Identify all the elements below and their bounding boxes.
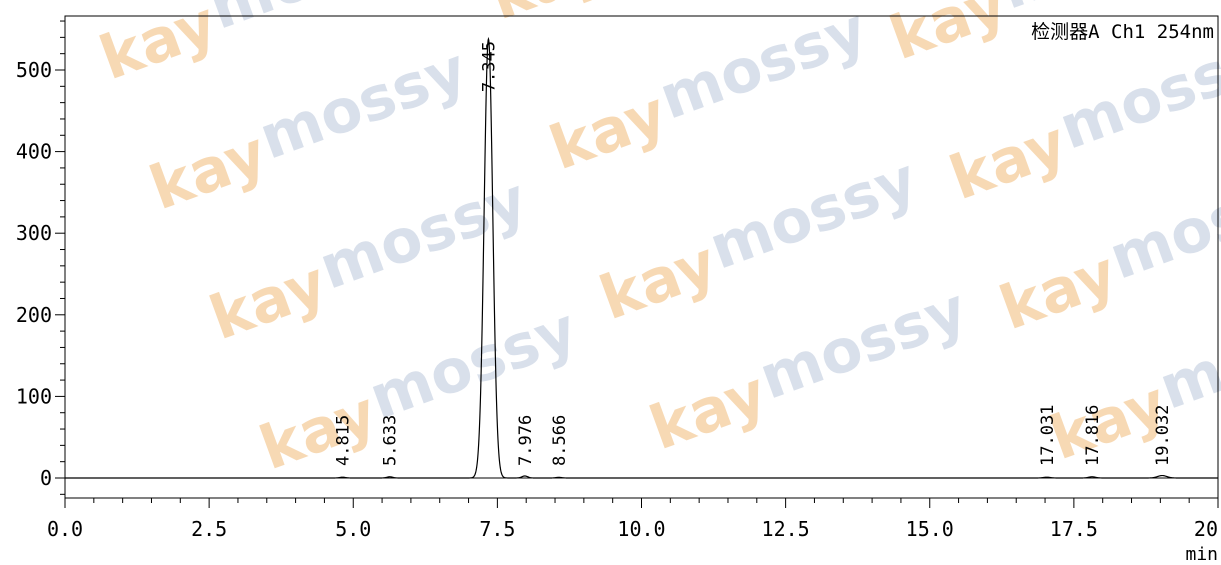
watermark-text-primary: kay [941,108,1076,214]
peak-label-layer: 4.815 5.633 7.345 7.976 8.566 17.031 17.816 19.… [334,41,1174,466]
watermark-text-secondary: mossy [201,0,426,44]
x-axis-unit-label: min [1185,544,1218,565]
watermark-text-secondary: mossy [1051,25,1221,164]
peak-label-17-816: 17.816 [1083,405,1103,466]
watermark-text-primary: kay [481,0,616,34]
y-tick-label: 100 [16,384,52,408]
watermark-text-primary: kay [991,238,1126,344]
watermark-text-primary: kay [141,118,276,224]
watermark-text-secondary: mossy [701,145,926,284]
watermark-text-primary: kay [881,0,1016,74]
detector-label: 检测器A Ch1 254nm [1031,21,1214,43]
x-axis: 0.0 2.5 5.0 7.5 10.0 12.5 15.0 17.5 20.0 [47,498,1221,541]
watermark-text-secondary: mossy [311,165,536,304]
chromatogram-trace [65,36,1218,479]
watermark-text-primary: kay [541,78,676,184]
x-tick-label: 20.0 [1194,517,1221,541]
peak-label-5-633: 5.633 [381,415,401,466]
peak-label-19-032: 19.032 [1153,405,1173,466]
x-tick-label: 2.5 [191,517,227,541]
y-tick-label: 200 [16,303,52,327]
watermark-text-secondary: mossy [1101,155,1221,294]
watermark-text-secondary: mossy [651,0,876,134]
watermark-text-primary: kay [641,358,776,464]
x-tick-label: 5.0 [335,517,371,541]
y-tick-label: 400 [16,140,52,164]
watermark-text-secondary: mossy [751,275,976,414]
x-tick-label: 12.5 [762,517,810,541]
y-tick-label: 500 [16,58,52,82]
peak-label-17-031: 17.031 [1038,405,1058,466]
trace-layer [65,36,1218,479]
watermark-text-primary: kay [251,378,386,484]
watermark-text-primary: kay [91,0,226,94]
watermark-text-secondary: mossy [251,35,476,174]
watermark-text-primary: kay [591,228,726,334]
peak-label-8-566: 8.566 [550,415,570,466]
peak-label-7-345: 7.345 [479,41,499,92]
watermark-text-primary: kay [201,248,336,354]
x-tick-label: 7.5 [479,517,515,541]
watermark-text-secondary: mossy [361,295,586,434]
x-tick-label: 10.0 [617,517,665,541]
peak-label-4-815: 4.815 [334,415,354,466]
x-tick-label: 15.0 [906,517,954,541]
y-axis: 0 100 200 300 400 500 [16,20,65,495]
x-tick-label: 17.5 [1050,517,1098,541]
peak-label-7-976: 7.976 [516,415,536,466]
y-tick-label: 300 [16,221,52,245]
x-tick-label: 0.0 [47,517,83,541]
y-tick-label: 0 [40,466,52,490]
